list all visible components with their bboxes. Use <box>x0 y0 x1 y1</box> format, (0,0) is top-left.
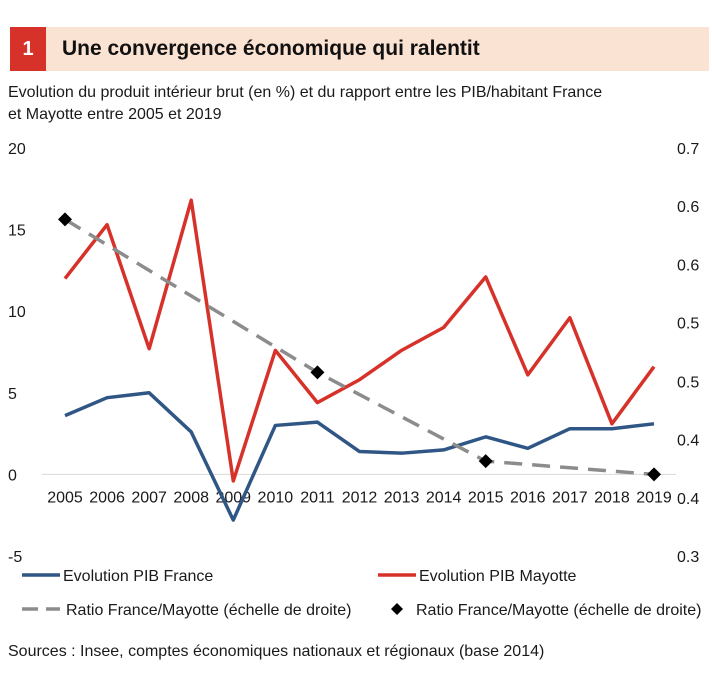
right-axis-ticks: 0.3 0.4 0.4 0.5 0.5 0.6 0.6 0.7 <box>677 141 699 566</box>
chart-subtitle-line-1: Evolution du produit intérieur brut (en … <box>8 84 603 101</box>
x-axis-tick-label: 2007 <box>131 489 167 506</box>
x-axis-tick-label: 2014 <box>426 489 462 506</box>
right-axis-tick-label: 0.3 <box>677 549 699 566</box>
ratio-marker-point <box>310 365 325 380</box>
legend: Evolution PIB France Evolution PIB Mayott… <box>22 568 701 619</box>
left-axis-ticks: -5 0 5 10 15 20 <box>8 141 26 566</box>
legend-label-france: Evolution PIB France <box>63 568 213 585</box>
left-axis-tick-label: 5 <box>8 386 17 403</box>
ratio-marker-point <box>647 467 661 482</box>
left-axis-tick-label: 10 <box>8 304 26 321</box>
x-axis-ticks: 2005 2006 2007 2008 2009 2010 2011 2012 2013 2014… <box>47 489 672 506</box>
ratio-marker-point <box>478 454 493 469</box>
series-line-france <box>64 391 655 522</box>
figure-title: Une convergence économique qui ralentit <box>62 37 480 60</box>
right-axis-tick-label: 0.4 <box>677 491 699 508</box>
right-axis-tick-label: 0.5 <box>677 315 699 332</box>
series-line-mayotte <box>63 198 656 483</box>
line-chart: -5 0 5 10 15 20 0.3 0.4 0.4 0.5 0.5 0.6 0.6 0.7 2005… <box>8 141 701 619</box>
x-axis-tick-label: 2011 <box>300 489 335 506</box>
x-axis-tick-label: 2013 <box>384 489 420 506</box>
right-axis-tick-label: 0.6 <box>677 257 699 274</box>
x-axis-tick-label: 2017 <box>552 489 588 506</box>
x-axis-tick-label: 2008 <box>173 489 209 506</box>
right-axis-tick-label: 0.4 <box>677 433 699 450</box>
legend-swatch-ratio-points <box>391 603 403 615</box>
x-axis-tick-label: 2006 <box>89 489 125 506</box>
x-axis-tick-label: 2016 <box>510 489 546 506</box>
chart-subtitle: Evolution du produit intérieur brut (en … <box>8 82 708 126</box>
left-axis-tick-label: 0 <box>8 467 17 484</box>
x-axis-tick-label: 2018 <box>594 489 630 506</box>
x-axis-tick-label: 2019 <box>636 489 672 506</box>
x-axis-tick-label: 2010 <box>258 489 294 506</box>
series-layer <box>58 198 661 522</box>
right-axis-tick-label: 0.7 <box>677 141 699 158</box>
legend-label-ratio-trend: Ratio France/Mayotte (échelle de droite) <box>66 602 351 619</box>
figure-number-badge: 1 <box>10 27 46 71</box>
figure-header-band <box>10 27 709 71</box>
series-line-ratio-trend <box>64 217 655 477</box>
chart-subtitle-line-2: et Mayotte entre 2005 et 2019 <box>8 106 222 123</box>
x-axis-tick-label: 2005 <box>47 489 83 506</box>
left-axis-tick-label: 20 <box>8 141 26 158</box>
legend-label-ratio-points: Ratio France/Mayotte (échelle de droite) <box>416 602 701 619</box>
left-axis-tick-label: 15 <box>8 223 26 240</box>
x-axis-tick-label: 2012 <box>342 489 378 506</box>
x-axis-tick-label: 2015 <box>468 489 504 506</box>
source-note: Sources : Insee, comptes économiques nat… <box>8 643 545 660</box>
right-axis-tick-label: 0.5 <box>677 375 699 392</box>
left-axis-tick-label: -5 <box>8 549 22 566</box>
legend-label-mayotte: Evolution PIB Mayotte <box>419 568 577 585</box>
ratio-marker-point <box>58 212 72 227</box>
right-axis-tick-label: 0.6 <box>677 199 699 216</box>
